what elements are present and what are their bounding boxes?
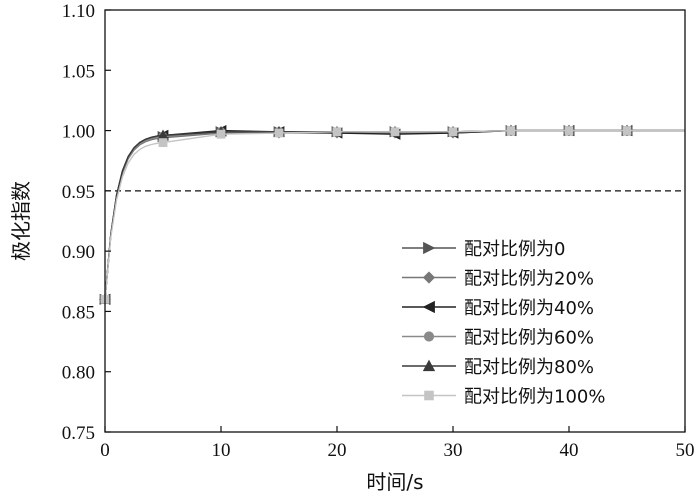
- legend-label: 配对比例为80%: [464, 357, 594, 378]
- y-tick-label: 1.05: [62, 61, 95, 82]
- y-tick-label: 0.75: [62, 423, 95, 444]
- data-point-marker: [422, 271, 436, 284]
- series-line: [104, 129, 685, 300]
- data-point-marker: [622, 126, 632, 135]
- data-point-marker: [424, 390, 434, 401]
- legend-entry: 配对比例为80%: [402, 357, 594, 378]
- y-tick-label: 0.95: [62, 182, 95, 203]
- series-line: [104, 129, 685, 300]
- data-point-marker: [506, 126, 516, 135]
- legend-label: 配对比例为60%: [464, 328, 594, 349]
- legend-entry: 配对比例为0: [402, 239, 565, 260]
- series-5: [100, 126, 685, 304]
- data-point-marker: [332, 127, 342, 137]
- data-point-marker: [564, 126, 574, 135]
- x-axis-title: 时间/s: [366, 470, 423, 494]
- data-point-marker: [423, 331, 435, 342]
- legend-label: 配对比例为0: [464, 239, 565, 260]
- data-point-marker: [216, 129, 226, 139]
- data-point-marker: [448, 127, 458, 137]
- plot-frame: [104, 9, 686, 433]
- legend-entry: 配对比例为60%: [402, 328, 594, 349]
- y-tick-label: 0.90: [62, 242, 95, 263]
- series-2: [99, 124, 685, 306]
- y-tick-label: 1.00: [62, 122, 95, 143]
- legend-entry: 配对比例为20%: [402, 269, 594, 290]
- x-tick-label: 10: [212, 440, 231, 461]
- series-1: [99, 125, 685, 305]
- y-tick-label: 0.85: [62, 302, 95, 323]
- y-axis-title: 极化指数: [9, 181, 33, 261]
- data-point-marker: [422, 359, 436, 372]
- series-4: [99, 124, 685, 305]
- data-point-marker: [274, 128, 284, 138]
- legend-label: 配对比例为100%: [464, 387, 605, 408]
- x-tick-label: 40: [560, 440, 579, 461]
- legend: 配对比例为0 配对比例为20% 配对比例为40% 配对比例为60% 配对比例为80% 配对…: [402, 239, 605, 408]
- series-line: [104, 129, 685, 300]
- series-3: [100, 125, 685, 305]
- x-tick-label: 50: [676, 440, 695, 461]
- data-point-marker: [423, 241, 436, 255]
- x-tick-label: 0: [100, 440, 110, 461]
- x-tick-label: 30: [444, 440, 463, 461]
- series-line: [104, 129, 685, 300]
- y-tick-label: 1.10: [62, 1, 95, 22]
- series-0: [99, 124, 685, 306]
- x-tick-label: 20: [328, 440, 347, 461]
- legend-entry: 配对比例为40%: [402, 298, 594, 319]
- legend-entry: 配对比例为100%: [402, 387, 605, 408]
- y-tick-label: 0.80: [62, 363, 95, 384]
- series-line: [104, 129, 685, 300]
- legend-label: 配对比例为20%: [464, 269, 594, 290]
- data-point-marker: [390, 127, 400, 137]
- data-point-marker: [422, 300, 435, 314]
- series-line: [104, 129, 685, 300]
- data-point-marker: [158, 138, 168, 148]
- legend-label: 配对比例为40%: [464, 298, 594, 319]
